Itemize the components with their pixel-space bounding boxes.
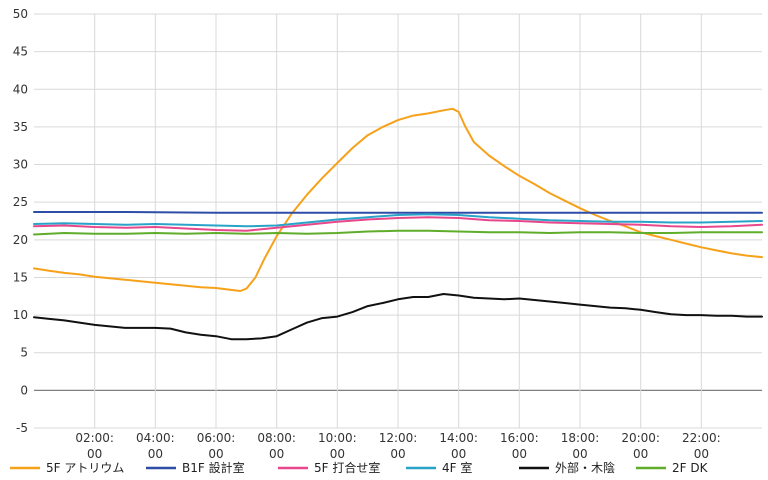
legend-label: 5F アトリウム [46,461,124,475]
y-tick-label: 40 [13,82,28,96]
y-tick-label: 35 [13,120,28,134]
x-tick-label-sub: 00 [512,447,527,461]
x-tick-label-sub: 00 [269,447,284,461]
x-tick-label: 08:00: [257,431,296,445]
x-tick-label: 04:00: [136,431,175,445]
x-tick-label: 20:00: [621,431,660,445]
series-lines [33,107,763,341]
y-tick-label: 10 [13,308,28,322]
legend-label: 4F 室 [442,460,472,475]
x-tick-label: 12:00: [379,431,418,445]
y-tick-label: 0 [20,383,28,397]
y-tick-label: -5 [16,421,28,435]
y-tick-label: 30 [13,158,28,172]
y-tick-label: 45 [13,45,28,59]
x-tick-label: 06:00: [197,431,236,445]
x-tick-label-sub: 00 [148,447,163,461]
x-tick-label-sub: 00 [694,447,709,461]
x-tick-label: 02:00: [75,431,114,445]
y-tick-label: 20 [13,233,28,247]
x-tick-label: 14:00: [439,431,478,445]
legend-label: B1F 設計室 [182,460,245,475]
y-tick-label: 5 [20,346,28,360]
x-tick-label-sub: 00 [87,447,102,461]
y-axis-ticks: -5 0 5 10 15 20 25 30 35 40 45 50 [13,7,28,435]
x-axis-ticks: 02:00: 00 04:00: 00 06:00: 00 08:00: 00 10:00: 00… [75,431,720,461]
legend-label: 2F DK [672,461,709,475]
x-tick-label-sub: 00 [572,447,587,461]
legend: 5F アトリウム B1F 設計室 5F 打合せ室 4F 室 外部・木陰 2F DK [10,460,709,475]
x-tick-label: 22:00: [682,431,721,445]
x-tick-label-sub: 00 [633,447,648,461]
y-tick-label: 15 [13,270,28,284]
x-tick-label-sub: 00 [330,447,345,461]
x-tick-label-sub: 00 [208,447,223,461]
series-line-1 [33,211,763,214]
series-line-0 [33,107,763,292]
y-tick-label: 25 [13,195,28,209]
y-tick-label: 50 [13,7,28,21]
legend-label: 5F 打合せ室 [314,460,380,475]
x-tick-label-sub: 00 [451,447,466,461]
x-tick-label: 10:00: [318,431,357,445]
series-line-2 [33,216,763,232]
grid-lines [34,13,762,429]
legend-label: 外部・木陰 [555,460,615,475]
x-tick-label-sub: 00 [390,447,405,461]
series-line-3 [33,213,763,228]
x-tick-label: 16:00: [500,431,539,445]
series-line-4 [33,293,763,341]
x-tick-label: 18:00: [561,431,600,445]
series-line-5 [33,229,763,236]
